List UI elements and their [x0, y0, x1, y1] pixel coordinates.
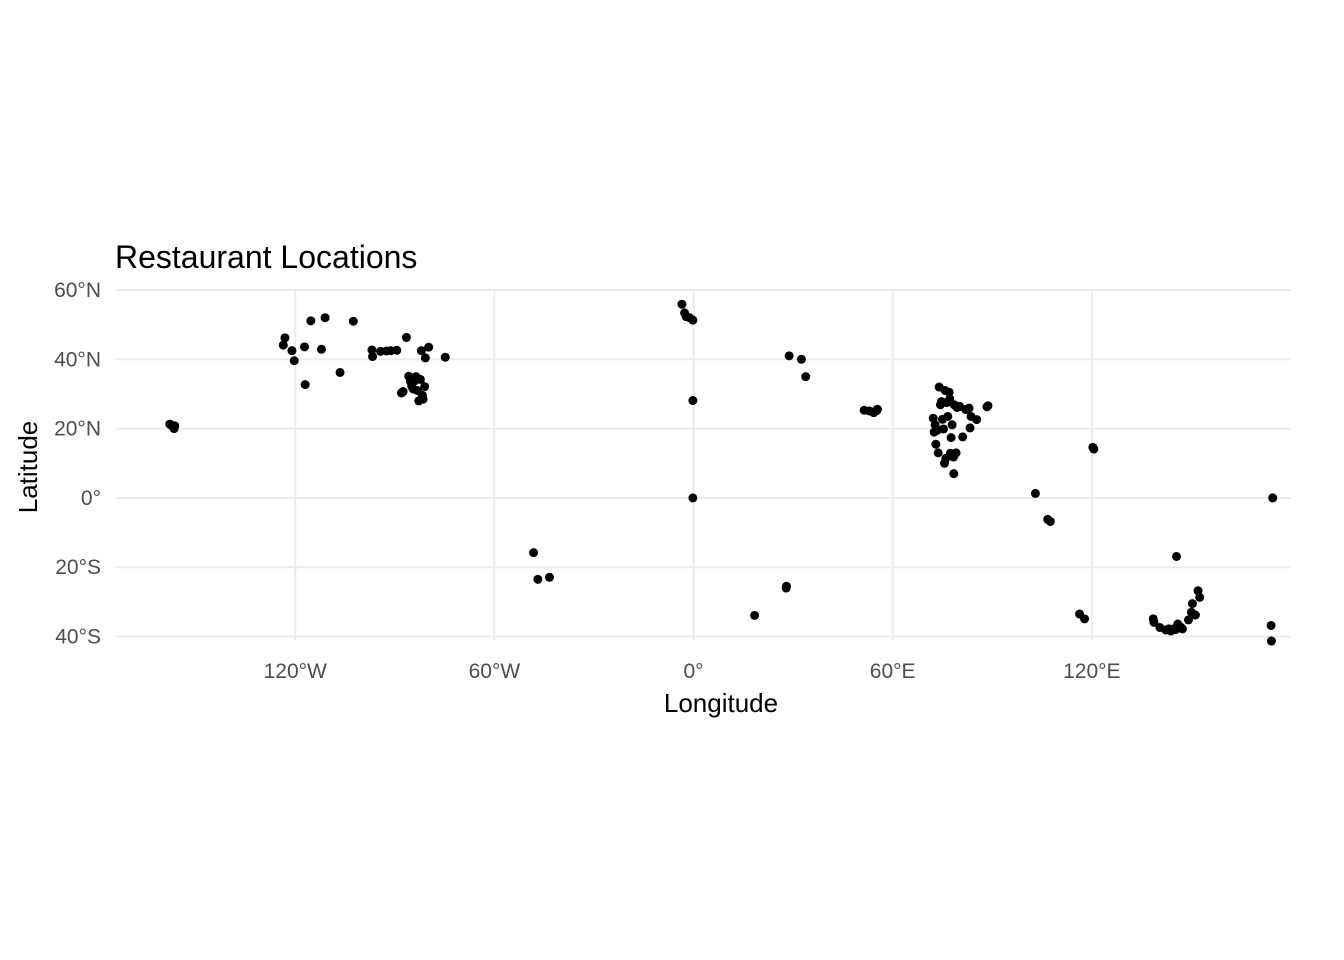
data-point: [287, 346, 297, 356]
y-axis-title: Latitude: [13, 421, 43, 514]
data-point: [750, 610, 760, 620]
data-point: [170, 421, 180, 431]
data-point: [440, 352, 450, 362]
data-point: [416, 346, 426, 356]
x-tick-label: 120°W: [264, 660, 327, 683]
y-tick-label: 40°N: [54, 348, 101, 371]
data-point: [529, 548, 539, 558]
data-point: [420, 382, 430, 392]
data-point: [398, 387, 408, 397]
data-point: [1089, 444, 1099, 454]
data-point: [796, 354, 806, 364]
data-point: [946, 433, 956, 443]
data-point: [872, 404, 882, 414]
data-point: [348, 316, 358, 326]
data-point: [1195, 592, 1205, 602]
data-point: [401, 332, 411, 342]
data-point: [280, 333, 290, 343]
data-point: [938, 424, 948, 434]
data-point: [688, 315, 698, 325]
data-point: [688, 396, 698, 406]
data-point: [944, 387, 954, 397]
x-tick-label: 120°E: [1063, 660, 1120, 683]
data-point: [418, 394, 428, 404]
x-axis-ticks: 120°W 60°W 0° 60°E 120°E: [264, 660, 1121, 683]
data-point: [392, 345, 402, 355]
data-point: [300, 342, 310, 352]
data-point: [1030, 488, 1040, 498]
data-point: [420, 353, 430, 363]
data-point: [316, 344, 326, 354]
data-point: [367, 345, 377, 355]
data-point: [544, 572, 554, 582]
y-tick-label: 40°S: [55, 626, 101, 649]
x-tick-label: 0°: [684, 660, 704, 683]
data-point: [278, 340, 288, 350]
data-point: [1183, 615, 1193, 625]
data-point: [964, 403, 974, 413]
data-point: [983, 401, 993, 411]
data-point: [972, 415, 982, 425]
data-point: [931, 439, 941, 449]
data-point: [424, 342, 434, 352]
y-tick-label: 20°N: [54, 418, 101, 441]
data-point: [1045, 516, 1055, 526]
data-points: [165, 299, 1278, 646]
data-point: [947, 420, 957, 430]
data-point: [415, 374, 425, 384]
data-point: [289, 356, 299, 366]
y-axis-ticks: 60°N 40°N 20°N 0° 20°S 40°S: [54, 279, 101, 649]
data-point: [951, 448, 961, 458]
data-point: [368, 352, 378, 362]
data-point: [320, 313, 330, 323]
data-point: [801, 372, 811, 382]
data-point: [688, 493, 698, 503]
y-tick-label: 60°N: [54, 279, 101, 302]
data-point: [1080, 614, 1090, 624]
data-point: [1149, 617, 1159, 627]
data-point: [306, 316, 316, 326]
data-point: [965, 423, 975, 433]
x-tick-label: 60°E: [870, 660, 916, 683]
data-point: [1187, 599, 1197, 609]
data-point: [1171, 551, 1181, 561]
data-point: [958, 432, 968, 442]
data-point: [533, 574, 543, 584]
data-point: [300, 380, 310, 390]
data-point: [335, 367, 345, 377]
data-point: [1268, 493, 1278, 503]
data-point: [943, 411, 953, 421]
chart-title: Restaurant Locations: [115, 239, 417, 275]
data-point: [1177, 624, 1187, 634]
data-point: [1266, 620, 1276, 630]
data-point: [781, 581, 791, 591]
data-point: [784, 351, 794, 361]
data-point: [949, 469, 959, 479]
data-point: [1266, 636, 1276, 646]
data-point: [1190, 610, 1200, 620]
data-point: [677, 299, 687, 309]
data-point: [933, 448, 943, 458]
x-tick-label: 60°W: [469, 660, 521, 683]
y-tick-label: 20°S: [55, 556, 101, 579]
x-axis-title: Longitude: [664, 688, 778, 718]
y-tick-label: 0°: [81, 487, 101, 510]
grid: [116, 289, 1291, 640]
